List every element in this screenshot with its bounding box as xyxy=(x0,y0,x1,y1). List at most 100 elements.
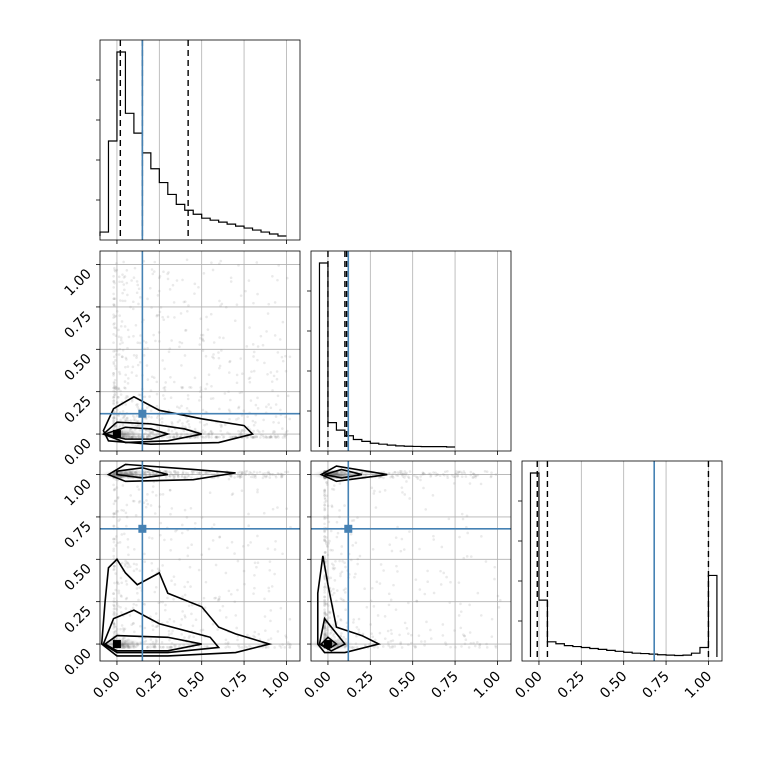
scatter-point xyxy=(161,600,164,604)
scatter-point xyxy=(216,435,219,439)
scatter-point xyxy=(478,643,481,647)
scatter-point xyxy=(474,474,477,478)
scatter-point xyxy=(289,525,292,529)
scatter-point xyxy=(236,638,239,642)
scatter-point xyxy=(494,646,498,649)
scatter-point xyxy=(404,474,407,477)
scatter-point xyxy=(323,602,327,606)
scatter-point xyxy=(117,591,121,595)
x-tick-label: 0.00 xyxy=(301,669,334,702)
scatter-point xyxy=(323,629,326,633)
scatter-point xyxy=(211,431,214,435)
scatter-point xyxy=(253,473,257,477)
y-tick-label: 0.75 xyxy=(61,308,94,341)
scatter-point xyxy=(124,597,128,601)
scatter-point xyxy=(264,646,268,649)
scatter-point xyxy=(167,350,171,354)
contour-level xyxy=(102,609,221,654)
scatter-point xyxy=(178,406,181,410)
scatter-point xyxy=(358,554,362,558)
scatter-point xyxy=(324,499,328,503)
scatter-point xyxy=(204,580,208,584)
scatter-point xyxy=(123,414,126,418)
scatter-point xyxy=(268,473,272,476)
scatter-point xyxy=(156,624,160,628)
scatter-point xyxy=(176,434,179,437)
scatter-point xyxy=(464,638,468,642)
scatter-point xyxy=(449,645,452,649)
scatter-point xyxy=(339,618,343,622)
scatter-point xyxy=(378,582,382,585)
scatter-point xyxy=(115,581,119,585)
scatter-point xyxy=(135,280,139,283)
scatter-point xyxy=(186,546,190,550)
scatter-point xyxy=(323,551,327,554)
scatter-point xyxy=(325,494,329,498)
scatter-point xyxy=(112,316,115,319)
scatter-point xyxy=(115,612,119,616)
scatter-point xyxy=(196,471,199,474)
y-tick-label: 0.50 xyxy=(61,351,94,384)
scatter-point xyxy=(166,272,169,276)
scatter-point xyxy=(389,639,393,643)
scatter-point xyxy=(124,418,127,421)
scatter-point xyxy=(214,435,218,439)
scatter-point xyxy=(131,423,134,426)
scatter-point xyxy=(323,591,326,594)
scatter-point xyxy=(350,519,354,522)
scatter-point xyxy=(113,614,117,618)
scatter-point xyxy=(153,642,157,646)
scatter-point xyxy=(266,471,269,475)
scatter-point xyxy=(117,414,121,417)
scatter-point xyxy=(226,641,230,644)
scatter-point xyxy=(193,435,197,439)
scatter-point xyxy=(186,474,190,478)
scatter-point xyxy=(152,473,156,476)
scatter-point xyxy=(169,646,172,649)
scatter-point xyxy=(119,336,123,340)
scatter-point xyxy=(323,611,327,614)
scatter-point xyxy=(134,418,137,422)
scatter-point xyxy=(210,432,214,436)
scatter-point xyxy=(251,473,255,476)
scatter-point xyxy=(323,508,327,511)
scatter-point xyxy=(157,601,161,605)
scatter-point xyxy=(494,644,497,648)
scatter-point xyxy=(264,435,268,438)
scatter-point xyxy=(117,582,120,586)
y-tick-label: 0.25 xyxy=(61,393,94,426)
scatter-point xyxy=(163,470,166,473)
scatter-point xyxy=(207,432,211,436)
scatter-point xyxy=(452,475,455,478)
scatter-point xyxy=(133,266,137,270)
scatter-point xyxy=(457,581,461,584)
scatter-point xyxy=(281,320,285,324)
hist-panel-1 xyxy=(307,250,512,455)
scatter-point xyxy=(233,552,236,555)
scatter-point xyxy=(259,334,263,338)
scatter-point xyxy=(339,618,342,621)
scatter-point xyxy=(185,416,188,419)
scatter-point xyxy=(212,353,215,356)
scatter-point xyxy=(173,469,176,473)
scatter-point xyxy=(191,471,195,475)
scatter-point xyxy=(112,416,116,419)
scatter-point xyxy=(373,489,376,493)
scatter-point xyxy=(400,469,403,473)
scatter-point xyxy=(249,471,253,475)
scatter-point xyxy=(323,595,326,599)
scatter-point xyxy=(119,338,123,342)
scatter-point xyxy=(357,631,361,634)
scatter-point xyxy=(441,623,445,626)
scatter-point xyxy=(172,301,176,304)
scatter-point xyxy=(117,387,121,391)
scatter-point xyxy=(325,481,328,484)
scatter-point xyxy=(228,474,232,478)
scatter-point xyxy=(199,435,203,438)
scatter-point xyxy=(485,646,489,649)
scatter-point xyxy=(474,476,477,479)
scatter-point xyxy=(343,561,346,565)
scatter-point xyxy=(283,434,287,438)
scatter-point xyxy=(123,325,127,328)
scatter-point xyxy=(165,470,168,473)
